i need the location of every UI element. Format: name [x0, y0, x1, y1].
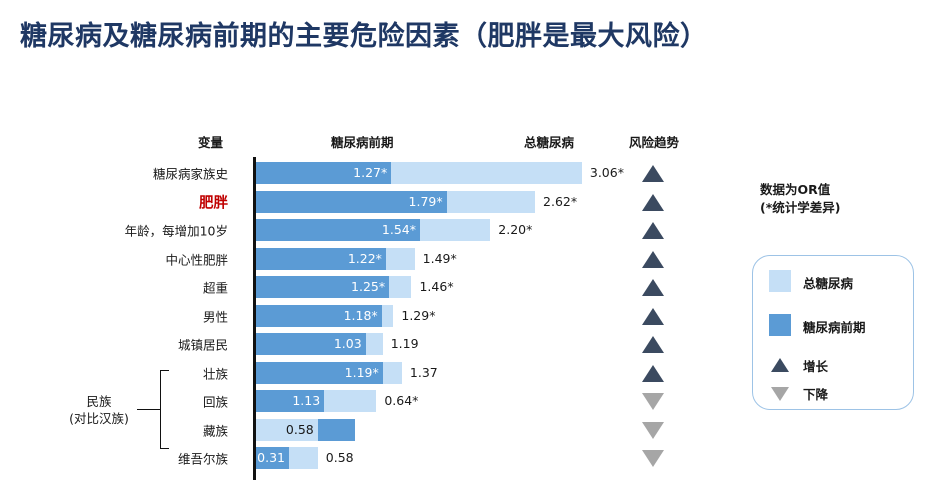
bar-value-label-inner: 1.25*: [351, 279, 386, 294]
category-label: 中心性肥胖: [165, 252, 228, 267]
prediabetes-bar: [256, 190, 447, 213]
bar-value-label-outer: 1.29*: [401, 307, 436, 323]
bar-value-label-inner: 1.22*: [347, 250, 382, 266]
category-label: 糖尿病家族史: [152, 166, 228, 182]
legend-label-diabetes: 总糖尿病: [803, 276, 854, 291]
category-label: 男性: [202, 309, 228, 324]
ethnicity-brace-tick: [137, 409, 160, 410]
legend-label-up: 增长: [803, 359, 829, 374]
header-variable: 变量: [198, 135, 224, 150]
prediabetes-bar: [256, 333, 366, 355]
header-diabetes: 总糖尿病: [524, 135, 575, 150]
bar-value-label-inner: 0.31: [257, 450, 285, 465]
header-trend: 风险趋势: [629, 135, 680, 150]
bar-value-label-outer: 2.62*: [543, 193, 578, 209]
bar-value-label-outer: 1.37: [409, 364, 438, 380]
prediabetes-bar: [256, 162, 392, 184]
legend-label-prediabetes: 糖尿病前期: [803, 320, 866, 335]
category-label: 年龄，每增加10岁: [124, 223, 228, 239]
bar-value-label-inner: 1.27*: [353, 165, 388, 180]
chart-legend: 总糖尿病 糖尿病前期 增长 下降: [752, 255, 914, 410]
bar-value-label-outer: 1.46*: [419, 279, 454, 294]
data-note-line2: (*统计学差异): [760, 200, 841, 215]
data-note-line1: 数据为OR值: [760, 182, 831, 197]
triangle-up-icon: [642, 250, 664, 268]
prediabetes-bar: [256, 276, 390, 298]
ethnicity-brace-tick: [160, 370, 169, 371]
page-title: 糖尿病及糖尿病前期的主要危险因素（肥胖是最大风险）: [20, 21, 708, 52]
prediabetes-bar: [256, 361, 383, 384]
prediabetes-bar: [256, 390, 325, 412]
bar-value-label-inner: 1.54*: [381, 222, 416, 237]
bar-value-label-inner: 1.18*: [343, 307, 378, 323]
category-label: 超重: [202, 280, 228, 296]
bar-value-label-outer: 0.58: [325, 450, 354, 465]
triangle-down-icon: [771, 387, 789, 401]
prediabetes-bar: [256, 247, 386, 270]
triangle-up-icon: [642, 307, 664, 325]
legend-label-down: 下降: [803, 387, 829, 402]
bar-value-label-inner: 1.13: [292, 393, 321, 408]
ethnicity-brace: [160, 370, 161, 449]
prediabetes-bar: [256, 304, 382, 327]
category-label: 城镇居民: [177, 337, 228, 353]
bar-value-label-inner: 0.58: [285, 421, 314, 437]
triangle-up-icon: [771, 358, 789, 372]
prediabetes-bar: [256, 219, 420, 241]
ethnicity-group-subtitle: (对比汉族): [69, 411, 129, 426]
triangle-up-icon: [642, 279, 664, 296]
diabetes-bar: [256, 418, 318, 441]
bar-value-label-outer: 1.49*: [422, 250, 457, 266]
legend-swatch-prediabetes: [769, 314, 791, 336]
category-label: 藏族: [202, 423, 228, 438]
triangle-up-icon: [642, 336, 664, 353]
triangle-up-icon: [642, 222, 664, 239]
chart-axis-line: [253, 157, 256, 480]
bar-value-label-outer: 1.19: [390, 336, 419, 351]
bar-value-label-inner: 1.03: [333, 336, 362, 351]
triangle-down-icon: [642, 421, 664, 439]
ethnicity-brace-tick: [160, 448, 169, 449]
bar-value-label-outer: 0.93: [359, 421, 387, 437]
bar-value-label-outer: 0.64*: [384, 393, 419, 408]
category-label: 回族: [202, 394, 228, 410]
triangle-down-icon: [642, 450, 664, 467]
bar-value-label-outer: 2.20*: [498, 222, 533, 237]
header-prediabetes: 糖尿病前期: [331, 135, 394, 150]
ethnicity-group-title: 民族: [86, 394, 112, 409]
prediabetes-bar: [256, 447, 289, 469]
legend-swatch-diabetes: [769, 270, 791, 292]
triangle-up-icon: [642, 165, 664, 182]
triangle-up-icon: [642, 193, 664, 211]
data-note: 数据为OR值 (*统计学差异): [760, 181, 840, 217]
bar-value-label-outer: 3.06*: [589, 165, 624, 180]
triangle-up-icon: [642, 364, 664, 382]
category-label: 维吾尔族: [177, 451, 228, 467]
category-label: 肥胖: [199, 195, 228, 211]
triangle-down-icon: [642, 393, 664, 410]
bar-value-label-inner: 1.19*: [344, 364, 379, 380]
category-label: 壮族: [202, 366, 228, 381]
bar-value-label-inner: 1.79*: [408, 193, 443, 209]
ethnicity-group-label: 民族 (对比汉族): [64, 393, 134, 427]
